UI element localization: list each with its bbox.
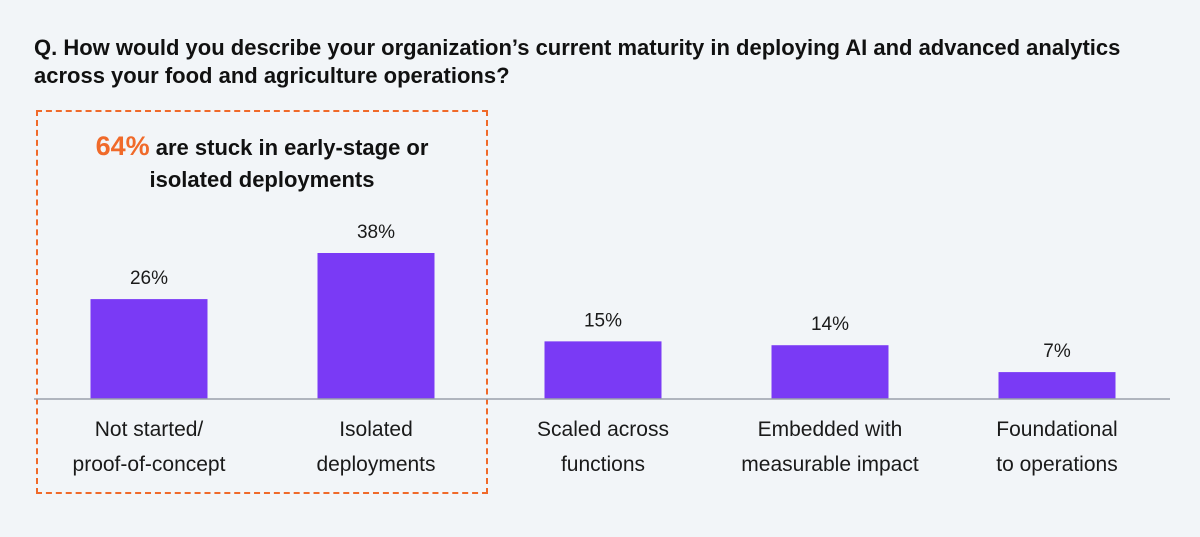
bar-2: [317, 253, 435, 399]
bar-3: [544, 341, 662, 399]
value-label-3: 15%: [584, 310, 622, 331]
category-label-1-line-2: proof-of-concept: [73, 453, 226, 476]
bar-4: [771, 345, 889, 399]
category-label-2-line-2: deployments: [316, 453, 435, 476]
value-label-1: 26%: [130, 268, 168, 289]
category-label-4-line-1: Embedded with: [758, 418, 903, 441]
value-label-2: 38%: [357, 222, 395, 243]
callout-text-line2: isolated deployments: [149, 167, 375, 192]
callout-percentage: 64%: [95, 131, 150, 161]
category-label-3-line-2: functions: [561, 453, 645, 476]
chart-question-title: Q. How would you describe your organizat…: [34, 35, 1121, 88]
value-label-4: 14%: [811, 314, 849, 335]
category-label-5-line-1: Foundational: [996, 418, 1117, 441]
category-label-5-line-2: to operations: [996, 453, 1117, 476]
category-label-4-line-2: measurable impact: [741, 453, 919, 476]
category-label-3-line-1: Scaled across: [537, 418, 669, 441]
early-stage-highlight-box: [36, 110, 488, 494]
early-stage-callout: 64% are stuck in early-stage or isolated…: [36, 130, 488, 196]
value-label-5: 7%: [1043, 341, 1071, 362]
category-label-1-line-1: Not started/: [95, 418, 204, 441]
callout-text-line1: are stuck in early-stage or: [149, 135, 429, 160]
category-label-2-line-1: Isolated: [339, 418, 413, 441]
bar-5: [998, 372, 1116, 399]
bar-1: [90, 299, 208, 399]
